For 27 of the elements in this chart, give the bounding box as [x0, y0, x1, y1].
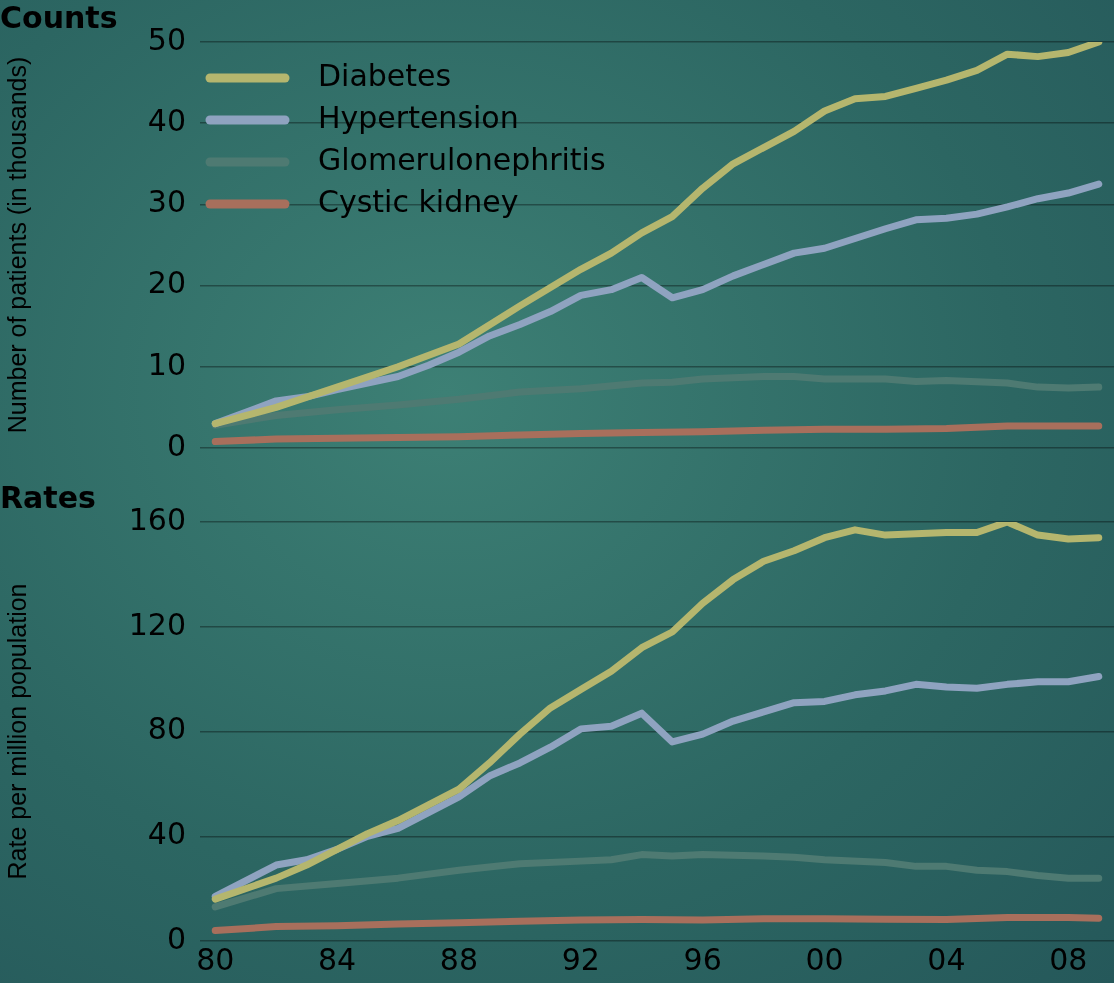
y-tick-label: 10: [147, 346, 186, 382]
x-tick-label: 80: [196, 941, 235, 977]
legend-label: Cystic kidney: [318, 183, 519, 219]
y-tick-label: 20: [147, 265, 186, 301]
x-tick-label: 96: [683, 941, 722, 977]
x-tick-label: 00: [805, 941, 844, 977]
y-axis-title: Rate per million population: [2, 583, 31, 880]
x-tick-label: 88: [439, 941, 479, 977]
y-tick-label: 40: [147, 816, 186, 852]
y-tick-label: 0: [166, 427, 186, 463]
y-tick-label: 80: [147, 711, 186, 747]
legend-label: Diabetes: [318, 57, 452, 93]
y-tick-label: 30: [147, 184, 186, 220]
y-tick-label: 40: [147, 103, 186, 138]
chart-title: Counts: [0, 0, 118, 35]
legend-label: Hypertension: [318, 99, 519, 135]
x-tick-label: 92: [561, 941, 600, 977]
y-tick-label: 0: [166, 920, 186, 956]
y-tick-label: 160: [128, 501, 186, 537]
x-tick-label: 04: [927, 941, 966, 977]
legend-label: Glomerulonephritis: [318, 141, 606, 177]
x-tick-label: 84: [318, 941, 357, 977]
y-axis-title: Number of patients (in thousands): [2, 56, 31, 434]
y-tick-label: 50: [147, 21, 186, 57]
x-tick-label: 08: [1049, 941, 1088, 977]
y-tick-label: 120: [128, 606, 186, 642]
chart-title: Rates: [0, 479, 96, 515]
